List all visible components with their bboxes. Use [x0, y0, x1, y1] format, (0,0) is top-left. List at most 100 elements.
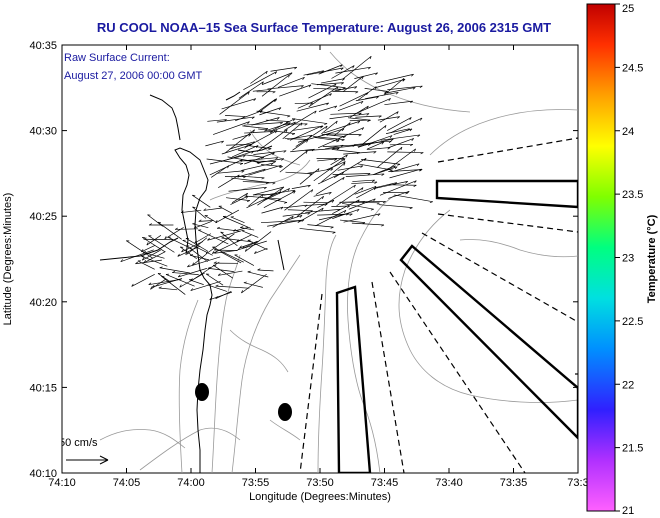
current-vector-head: [356, 209, 360, 212]
current-vector: [386, 148, 416, 171]
current-vector: [265, 119, 289, 122]
current-vector: [295, 125, 328, 147]
current-vector: [379, 111, 399, 123]
colorbar-tick-label: 21.5: [622, 443, 643, 455]
current-vector-head: [287, 188, 290, 192]
current-vector-head: [181, 249, 184, 253]
current-vector: [284, 189, 314, 211]
current-vector-head: [384, 125, 387, 129]
current-vector-head: [321, 70, 324, 73]
current-vector: [142, 251, 165, 259]
current-vector-head: [395, 92, 399, 95]
current-vector-head: [265, 182, 269, 184]
current-vector-head: [397, 163, 401, 166]
current-vector: [342, 75, 364, 92]
current-vector-head: [330, 168, 334, 171]
current-vector: [243, 122, 283, 126]
current-vector-head: [377, 213, 381, 217]
current-vector-head: [280, 206, 284, 210]
current-vector-head: [338, 88, 342, 91]
current-vector-head: [245, 193, 248, 197]
current-vector-head: [388, 140, 392, 144]
current-vector-head: [192, 262, 194, 266]
x-axis-label: Longitude (Degrees:Minutes): [249, 491, 391, 503]
current-vector: [317, 171, 344, 185]
current-vector-head: [247, 121, 250, 125]
current-vector-head: [294, 66, 298, 70]
current-vector: [391, 163, 420, 173]
current-vector-head: [341, 128, 345, 132]
current-vector: [328, 133, 362, 135]
current-vector: [135, 259, 162, 265]
current-vector: [247, 239, 268, 250]
current-vector-head: [298, 220, 301, 223]
current-vector: [305, 147, 340, 151]
current-vector: [189, 279, 204, 285]
current-vector-head: [341, 158, 345, 161]
current-vector-head: [278, 191, 281, 195]
current-vector: [218, 270, 243, 276]
current-vector-head: [272, 152, 275, 156]
current-vector-head: [283, 150, 287, 153]
current-vector: [387, 138, 414, 149]
current-vector: [258, 196, 288, 203]
current-vector-head: [373, 198, 376, 202]
current-vector-head: [367, 143, 371, 146]
current-vector-head: [281, 158, 284, 161]
current-vector-head: [305, 150, 308, 154]
y-tick-label: 40:20: [29, 297, 57, 309]
current-vector: [387, 85, 423, 91]
x-tick-label: 73:55: [242, 477, 270, 489]
current-vector-head: [150, 286, 153, 290]
current-vector: [282, 122, 303, 140]
annotation-line-1: Raw Surface Current:: [64, 52, 170, 64]
current-vector-head: [146, 242, 149, 246]
current-vector: [218, 174, 240, 189]
current-vector: [194, 233, 212, 244]
current-vector-head: [120, 259, 124, 262]
current-vector-head: [366, 105, 369, 109]
current-vector: [374, 166, 398, 175]
x-tick-label: 74:00: [177, 477, 205, 489]
current-vector-head: [288, 74, 290, 78]
colorbar-tick-label: 23: [622, 253, 634, 265]
current-vector: [267, 85, 304, 90]
current-vector-head: [417, 134, 421, 138]
current-vector-head: [356, 152, 360, 155]
current-vector-head: [257, 162, 261, 164]
current-vector: [357, 135, 393, 148]
current-vector: [232, 133, 251, 140]
current-vector-head: [362, 222, 366, 225]
current-vector-head: [341, 139, 345, 142]
current-vector-head: [384, 91, 388, 93]
current-vector: [141, 245, 155, 253]
current-vector-head: [412, 87, 416, 90]
current-vector: [217, 227, 241, 232]
current-vector: [157, 273, 172, 283]
bathymetry-contour: [429, 109, 578, 156]
current-vector-head: [429, 201, 433, 204]
current-vector: [321, 162, 346, 183]
current-vector: [349, 119, 370, 122]
current-vector: [307, 224, 334, 228]
current-vector-head: [352, 144, 356, 147]
current-vector-head: [236, 239, 239, 243]
current-vector-head: [397, 116, 400, 119]
current-vector: [247, 271, 269, 278]
current-vector-head: [309, 173, 313, 176]
current-vector-head: [304, 204, 308, 208]
current-vector-head: [334, 158, 338, 161]
current-vector: [159, 267, 190, 274]
current-vector: [259, 98, 277, 113]
current-vector-head: [358, 112, 362, 115]
current-vector-head: [265, 128, 269, 131]
current-vector: [287, 134, 313, 140]
current-vector-head: [213, 261, 217, 264]
x-tick-label: 73:3: [567, 477, 588, 489]
current-vector-head: [325, 125, 328, 129]
current-vector-head: [159, 266, 163, 269]
current-vector: [283, 123, 308, 125]
current-vector-head: [394, 166, 398, 170]
y-axis-label: Latitude (Degrees:Minutes): [2, 193, 14, 326]
current-vector: [242, 240, 259, 249]
